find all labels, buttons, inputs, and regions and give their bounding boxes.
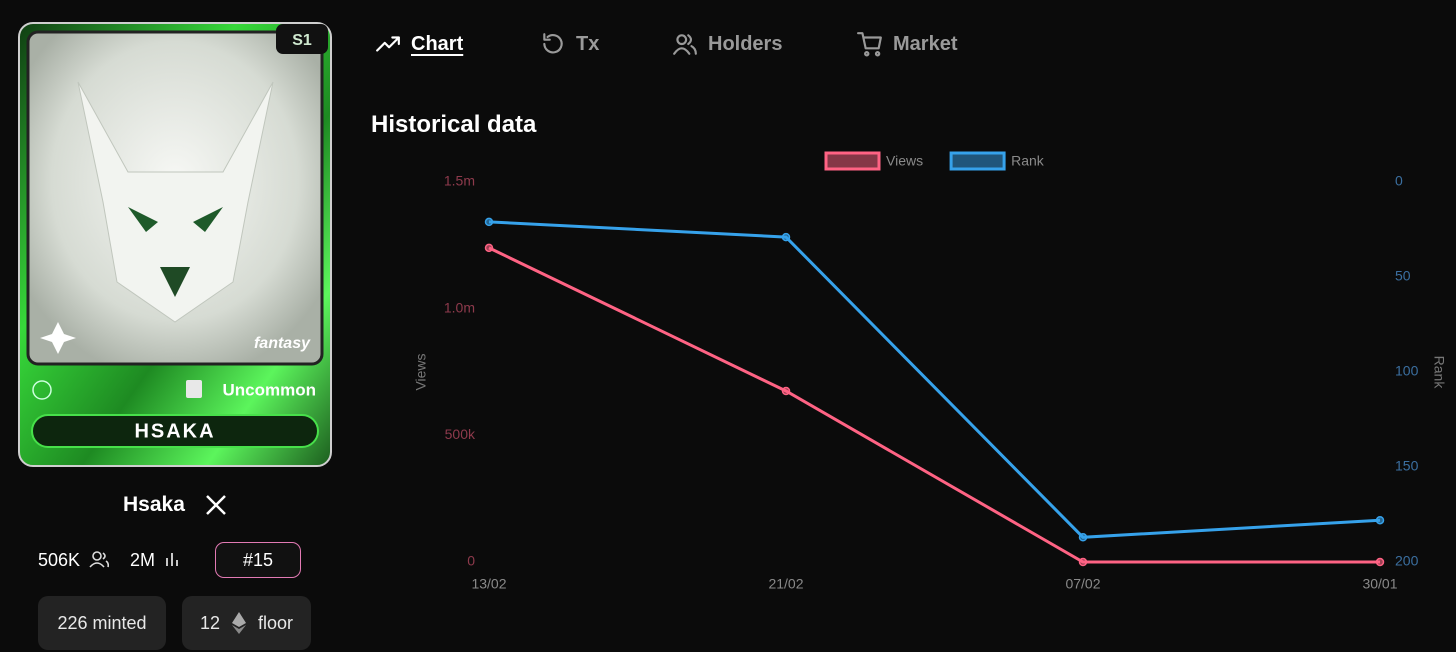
rank-badge: #15	[215, 542, 301, 578]
followers: 506K	[38, 550, 81, 570]
views: 2M	[130, 550, 156, 570]
nft-card[interactable]: S1 fantasy Uncommon HSAKA	[18, 22, 332, 468]
tab-market[interactable]: Market	[857, 30, 957, 58]
y2-tick-label: 0	[1395, 173, 1403, 189]
y-tick-label: 1.0m	[444, 299, 475, 315]
data-point	[781, 232, 791, 242]
profile-name: Hsaka	[123, 493, 185, 516]
card-rarity: Uncommon	[223, 380, 317, 399]
x-logo[interactable]	[205, 494, 227, 516]
data-point	[484, 243, 494, 253]
data-point	[484, 217, 494, 227]
card-tag: fantasy	[254, 335, 311, 352]
y2-tick-label: 50	[1395, 268, 1411, 284]
minted-button[interactable]: 226 minted	[38, 596, 166, 650]
y-tick-label: 0	[467, 553, 475, 569]
tab-label: Holders	[708, 32, 783, 55]
x-tick-label: 21/02	[768, 576, 803, 592]
tab-holders[interactable]: Holders	[672, 30, 782, 58]
y2-tick-label: 100	[1395, 363, 1419, 379]
line-series	[488, 246, 1380, 564]
x-tick-label: 07/02	[1065, 576, 1100, 592]
data-point	[1078, 533, 1088, 542]
minted: 226 minted	[57, 612, 147, 633]
data-point	[1078, 557, 1088, 567]
tab-label: Chart	[411, 32, 464, 55]
tab-tx[interactable]: Tx	[540, 30, 599, 58]
section-title: Historical data	[371, 111, 537, 138]
card-season: S1	[292, 32, 312, 49]
card-name: HSAKA	[134, 420, 215, 442]
data-point	[781, 386, 791, 396]
eth-icon	[232, 612, 246, 634]
y-tick-label: 500k	[445, 426, 476, 442]
data-point	[1375, 515, 1385, 525]
y2-tick-label: 200	[1395, 553, 1419, 569]
followers-icon	[89, 551, 109, 568]
floor-button[interactable]: 12 floor	[182, 596, 311, 650]
tab-label: Market	[893, 32, 958, 55]
tab-chart[interactable]: Chart	[375, 30, 463, 58]
views-icon	[166, 553, 178, 566]
x-tick-label: 13/02	[471, 576, 506, 592]
tab-label: Tx	[576, 32, 600, 55]
legend-label: Views	[886, 153, 923, 169]
legend-swatch	[949, 151, 1006, 171]
line-series	[488, 220, 1381, 539]
x-tick-label: 30/01	[1362, 576, 1397, 592]
y-tick-label: 1.5m	[444, 173, 475, 189]
y2-axis-title: Rank	[1431, 356, 1447, 390]
y2-tick-label: 150	[1395, 458, 1419, 474]
floor-label: floor	[258, 612, 294, 633]
data-point	[1375, 557, 1385, 567]
legend-swatch	[824, 151, 881, 171]
y-axis-title: Views	[413, 353, 429, 390]
legend-label: Rank	[1011, 153, 1045, 169]
floor-price: 12	[199, 612, 220, 633]
